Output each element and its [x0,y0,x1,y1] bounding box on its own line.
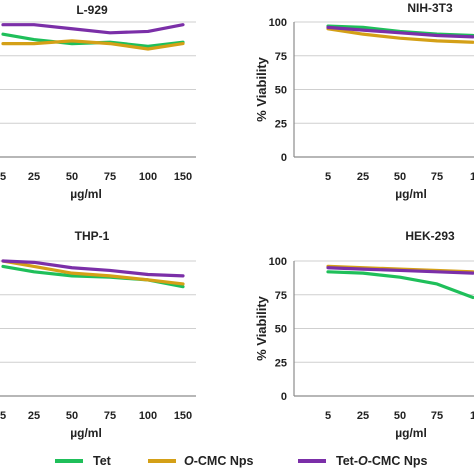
series-line [1,39,185,51]
panel-title: THP-1 [75,229,110,243]
x-axis-label: µg/ml [70,187,102,201]
legend-label: O-CMC Nps [184,454,253,468]
y-tick-label: 50 [275,324,287,336]
x-tick-label: 100 [139,171,157,183]
chart-panel-0: 5 25 50 75 100 150 µg/ml L-929 [0,3,196,201]
x-axis-label: µg/ml [395,187,427,201]
x-tick-label: 5 [325,410,331,422]
legend-label-part: O [184,454,194,468]
legend-label: Tet-O-CMC Nps [336,454,427,468]
series-line [326,25,474,39]
x-tick-label: 50 [66,171,78,183]
x-tick-label: 1 [470,410,474,422]
chart-panel-1: 0 25 50 75 100 5 25 50 75 1 µg/ml % Viability NIH-3T… [254,1,474,201]
x-tick-label: 75 [431,410,443,422]
x-axis-label: µg/ml [395,426,427,440]
y-tick-label: 0 [281,152,287,164]
y-tick-label: 75 [275,290,287,302]
legend: Tet O-CMC Nps Tet-O-CMC Nps [55,454,427,468]
legend-item: Tet-O-CMC Nps [298,454,427,468]
x-tick-label: 150 [174,171,192,183]
x-tick-label: 25 [357,410,369,422]
x-tick-label: 75 [104,171,116,183]
panel-title: NIH-3T3 [407,1,453,15]
y-tick-label: 100 [269,256,287,268]
legend-item: O-CMC Nps [148,454,253,468]
series-line [1,23,185,35]
legend-label-part: O [358,454,368,468]
x-tick-label: 150 [174,410,192,422]
legend-label-part: -CMC Nps [194,454,254,468]
series-line [1,259,185,278]
x-tick-label: 50 [394,410,406,422]
series-line [326,266,474,275]
series-line [326,270,474,300]
series-line [1,259,185,286]
series-line [326,27,474,44]
y-tick-label: 100 [269,17,287,29]
x-tick-label: 50 [66,410,78,422]
x-tick-label: 5 [0,171,6,183]
x-tick-label: 100 [139,410,157,422]
x-tick-label: 25 [357,171,369,183]
chart-panel-3: 0 25 50 75 100 5 25 50 75 1 µg/ml % Viability HEK-29… [254,229,474,440]
y-tick-label: 50 [275,85,287,97]
legend-label: Tet [93,454,112,468]
y-axis-label: % Viability [254,295,269,361]
x-tick-label: 75 [431,171,443,183]
y-tick-label: 75 [275,51,287,63]
legend-label-part: -CMC Nps [368,454,428,468]
x-axis-label: µg/ml [70,426,102,440]
x-tick-label: 25 [28,410,40,422]
y-tick-label: 0 [281,391,287,403]
legend-label-part: Tet [93,454,112,468]
y-tick-label: 25 [275,357,287,369]
x-tick-label: 5 [0,410,6,422]
y-tick-label: 25 [275,118,287,130]
panel-title: HEK-293 [405,229,455,243]
x-tick-label: 50 [394,171,406,183]
y-axis-label: % Viability [254,56,269,122]
panel-title: L-929 [76,3,108,17]
legend-label-part: Tet- [336,454,358,468]
x-tick-label: 25 [28,171,40,183]
legend-item: Tet [55,454,112,468]
chart-panel-2: 5 25 50 75 100 150 µg/ml THP-1 [0,229,196,440]
x-tick-label: 5 [325,171,331,183]
x-tick-label: 1 [470,171,474,183]
x-tick-label: 75 [104,410,116,422]
